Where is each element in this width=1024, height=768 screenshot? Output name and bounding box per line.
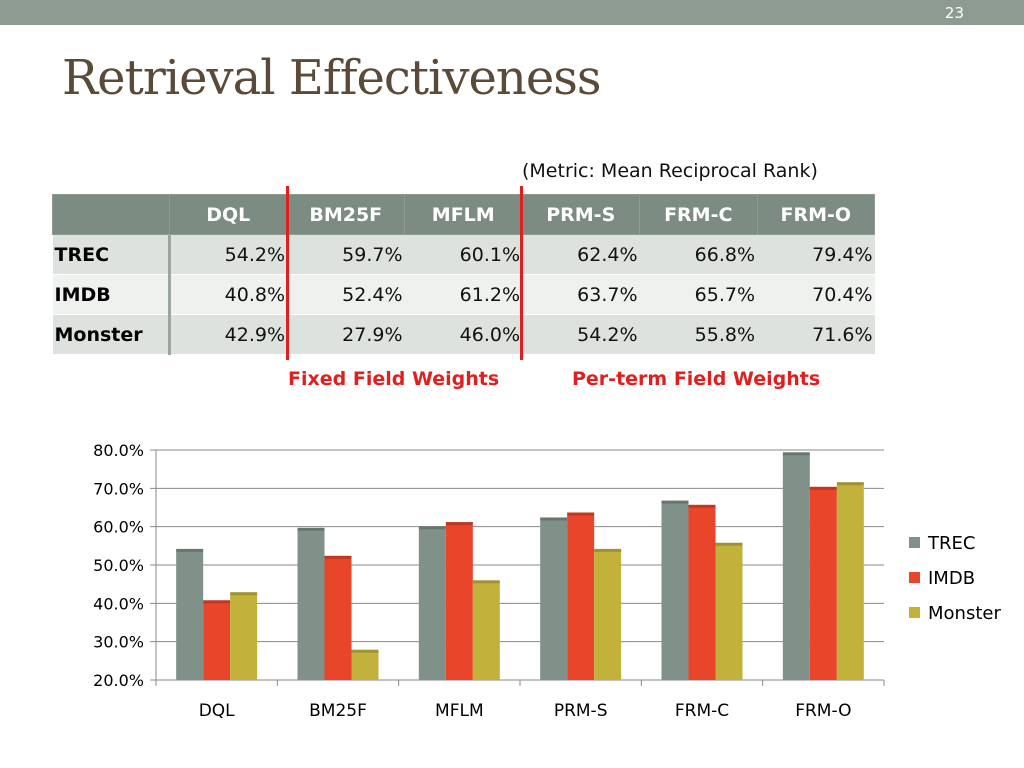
- table-header-row: DQL BM25F MFLM PRM-S FRM-C FRM-O: [52, 194, 875, 235]
- bar-chart: 20.0% 30.0% 40.0% 50.0% 60.0% 70.0% 80.0% DQL BM…: [93, 441, 1001, 721]
- bar-monster: [594, 548, 622, 680]
- bar-monster: [715, 542, 743, 680]
- y-tick-label: 70.0%: [93, 479, 144, 498]
- column-header: DQL: [169, 194, 288, 235]
- table-cell: 71.6%: [812, 323, 873, 346]
- x-tick-label: DQL: [199, 701, 235, 721]
- table-cell: 59.7%: [342, 243, 403, 266]
- bar-monster: [472, 580, 500, 680]
- y-tick-label: 60.0%: [93, 518, 144, 537]
- bar-top-edge: [445, 522, 473, 526]
- bar-top-edge: [418, 526, 446, 530]
- table-cell: 62.4%: [577, 243, 638, 266]
- bar-top-edge: [661, 500, 689, 504]
- results-table: DQL BM25F MFLM PRM-S FRM-C FRM-O TREC 54…: [52, 194, 875, 355]
- bar-top-edge: [540, 517, 568, 521]
- table-cell: 54.2%: [577, 323, 638, 346]
- x-tick-label: BM25F: [309, 701, 367, 721]
- slide-number: 23: [944, 4, 964, 22]
- per-term-weights-label: Per-term Field Weights: [572, 368, 821, 390]
- bar-monster: [230, 592, 258, 680]
- bar-top-edge: [203, 600, 231, 604]
- bar-trec: [176, 548, 204, 680]
- table-row: Monster 42.9% 27.9% 46.0% 54.2% 55.8% 71…: [52, 314, 875, 355]
- bar-top-edge: [324, 555, 352, 559]
- table-cell: 63.7%: [577, 283, 638, 306]
- x-tick-label: MFLM: [435, 701, 484, 721]
- bar-imdb: [567, 512, 595, 680]
- legend-label-trec: TREC: [927, 533, 975, 554]
- y-tick-label: 20.0%: [93, 671, 144, 690]
- bar-imdb: [445, 522, 473, 680]
- row-label: TREC: [52, 234, 171, 275]
- bar-top-edge: [472, 580, 500, 584]
- bar-top-edge: [688, 504, 716, 508]
- table-cell: 66.8%: [694, 243, 755, 266]
- table-cell: 54.2%: [224, 243, 285, 266]
- legend-label-imdb: IMDB: [928, 568, 975, 589]
- bar-top-edge: [297, 527, 325, 531]
- fixed-weights-label: Fixed Field Weights: [288, 368, 500, 390]
- x-tick-label: PRM-S: [554, 701, 608, 721]
- bar-top-edge: [836, 482, 864, 486]
- bar-imdb: [324, 555, 352, 680]
- bar-trec: [782, 452, 810, 680]
- row-label: IMDB: [52, 274, 171, 315]
- bar-trec: [540, 517, 568, 680]
- y-tick-label: 40.0%: [93, 594, 144, 613]
- metric-note: (Metric: Mean Reciprocal Rank): [522, 160, 818, 182]
- bar-monster: [836, 482, 864, 680]
- bar-monster: [351, 649, 379, 680]
- legend-swatch-monster: [909, 607, 920, 618]
- bar-top-edge: [351, 649, 379, 653]
- y-tick-label: 50.0%: [93, 556, 144, 575]
- table-row: IMDB 40.8% 52.4% 61.2% 63.7% 65.7% 70.4%: [52, 274, 875, 315]
- bar-trec: [418, 526, 446, 680]
- bar-top-edge: [782, 452, 810, 456]
- column-header: FRM-O: [756, 194, 875, 235]
- table-cell: 60.1%: [459, 243, 520, 266]
- bar-imdb: [203, 600, 231, 680]
- table-cell: 61.2%: [459, 283, 520, 306]
- red-divider-left: [286, 186, 289, 360]
- bar-top-edge: [809, 486, 837, 490]
- header-corner: [52, 194, 170, 235]
- red-divider-right: [520, 186, 523, 360]
- column-header: FRM-C: [639, 194, 758, 235]
- bar-top-edge: [567, 512, 595, 516]
- slide-title: Retrieval Effectiveness: [62, 50, 601, 106]
- table-cell: 40.8%: [224, 283, 285, 306]
- column-header: PRM-S: [521, 194, 640, 235]
- x-tick-label: FRM-O: [795, 701, 851, 721]
- bar-imdb: [809, 486, 837, 680]
- table-cell: 27.9%: [342, 323, 403, 346]
- legend-swatch-trec: [909, 537, 920, 548]
- bar-trec: [297, 527, 325, 680]
- table-cell: 70.4%: [812, 283, 873, 306]
- y-tick-label: 30.0%: [93, 633, 144, 652]
- table-cell: 79.4%: [812, 243, 873, 266]
- bar-trec: [661, 500, 689, 680]
- bar-top-edge: [176, 548, 204, 552]
- column-header: BM25F: [286, 194, 405, 235]
- bar-top-edge: [230, 592, 258, 596]
- column-header: MFLM: [404, 194, 523, 235]
- table-cell: 42.9%: [224, 323, 285, 346]
- legend-label-monster: Monster: [928, 603, 1001, 624]
- y-tick-label: 80.0%: [93, 441, 144, 460]
- table-row: TREC 54.2% 59.7% 60.1% 62.4% 66.8% 79.4%: [52, 234, 875, 275]
- top-bar: 23: [0, 0, 1024, 25]
- legend-swatch-imdb: [909, 572, 920, 583]
- bar-top-edge: [594, 548, 622, 552]
- table-cell: 46.0%: [459, 323, 520, 346]
- bar-imdb: [688, 504, 716, 680]
- table-cell: 65.7%: [694, 283, 755, 306]
- table-cell: 52.4%: [342, 283, 403, 306]
- row-label: Monster: [52, 314, 171, 355]
- x-tick-label: FRM-C: [675, 701, 729, 721]
- bar-top-edge: [715, 542, 743, 546]
- table-cell: 55.8%: [694, 323, 755, 346]
